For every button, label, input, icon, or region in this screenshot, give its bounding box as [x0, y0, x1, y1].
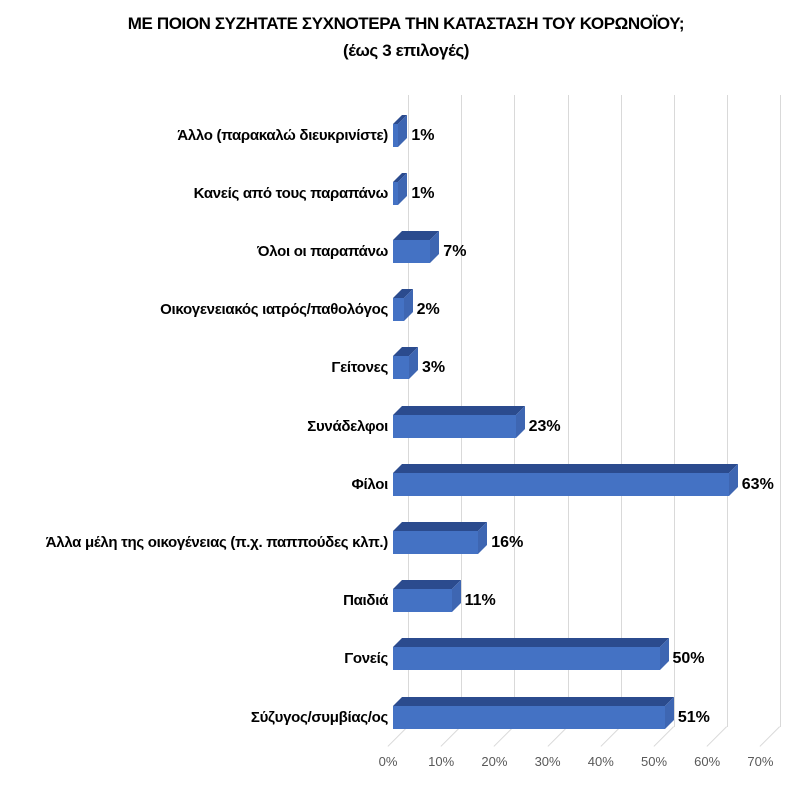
x-tick-label: 70% [747, 754, 774, 769]
x-tick-label: 60% [694, 754, 721, 769]
gridline [780, 95, 782, 727]
value-label: 2% [416, 301, 440, 319]
bar-top-face [393, 696, 674, 706]
axis-floor-line [600, 726, 621, 747]
bar [393, 356, 409, 380]
category-label: Σύζυγος/συμβίας/ος [250, 708, 388, 726]
value-label: 3% [421, 359, 446, 377]
axis-floor-line [759, 726, 781, 747]
value-label: 23% [528, 417, 561, 435]
category-label: Κανείς από τους παραπάνω [193, 184, 389, 202]
chart-title-line1: ΜΕ ΠΟΙΟΝ ΣΥΖΗΤΑΤΕ ΣΥΧΝΟΤΕΡΑ ΤΗΝ ΚΑΤΑΣΤΑΣ… [127, 14, 685, 33]
category-label: Φίλοι [351, 475, 389, 493]
axis-floor-line [440, 726, 462, 747]
bar [393, 472, 729, 496]
bar [393, 647, 660, 671]
chart-title-line2: (έως 3 επιλογές) [342, 41, 470, 60]
bar [393, 705, 665, 729]
category-label: Οικογενειακός ιατρός/παθολόγος [160, 301, 388, 319]
gridline [674, 95, 675, 727]
gridline [567, 95, 569, 727]
x-tick-label: 30% [534, 754, 561, 769]
bar [393, 414, 516, 438]
bar [393, 530, 479, 554]
axis-floor-line [546, 726, 568, 747]
value-label: 1% [411, 184, 435, 202]
value-label: 1% [411, 126, 435, 144]
bar [393, 123, 399, 147]
bar [393, 298, 404, 322]
x-tick-label: 0% [378, 754, 398, 769]
value-label: 16% [491, 533, 524, 551]
axis-floor-line [653, 726, 674, 747]
bar [393, 589, 452, 613]
chart-title: ΜΕ ΠΟΙΟΝ ΣΥΖΗΤΑΤΕ ΣΥΧΝΟΤΕΡΑ ΤΗΝ ΚΑΤΑΣΤΑΣ… [0, 10, 812, 64]
axis-floor-line [493, 726, 515, 747]
bar [393, 181, 399, 205]
value-label: 51% [677, 708, 710, 726]
gridline [727, 95, 729, 727]
value-label: 7% [443, 242, 467, 260]
category-label: Όλοι οι παραπάνω [257, 242, 388, 260]
axis-floor-line [706, 726, 728, 747]
category-label: Άλλο (παρακαλώ διευκρινίστε) [177, 126, 388, 144]
category-label: Παιδιά [343, 592, 388, 610]
value-label: 50% [672, 650, 705, 668]
x-tick-label: 50% [640, 754, 668, 769]
bar-top-face [393, 405, 525, 415]
category-label: Γείτονες [331, 359, 388, 377]
value-label: 11% [464, 592, 496, 610]
value-label: 63% [741, 475, 774, 493]
bar-top-face [393, 638, 669, 648]
x-tick-label: 20% [481, 754, 508, 769]
category-label: Άλλα μέλη της οικογένειας (π.χ. παππούδε… [45, 533, 389, 551]
category-label: Γονείς [344, 650, 388, 668]
category-label: Συνάδελφοι [307, 417, 388, 435]
x-tick-label: 40% [587, 754, 614, 769]
x-tick-label: 10% [428, 754, 455, 769]
bar [393, 239, 431, 263]
axis-floor-line [387, 726, 408, 747]
gridline [620, 95, 622, 727]
bar-top-face [393, 580, 461, 590]
bar-top-face [393, 463, 738, 473]
bar-top-face [393, 521, 488, 531]
